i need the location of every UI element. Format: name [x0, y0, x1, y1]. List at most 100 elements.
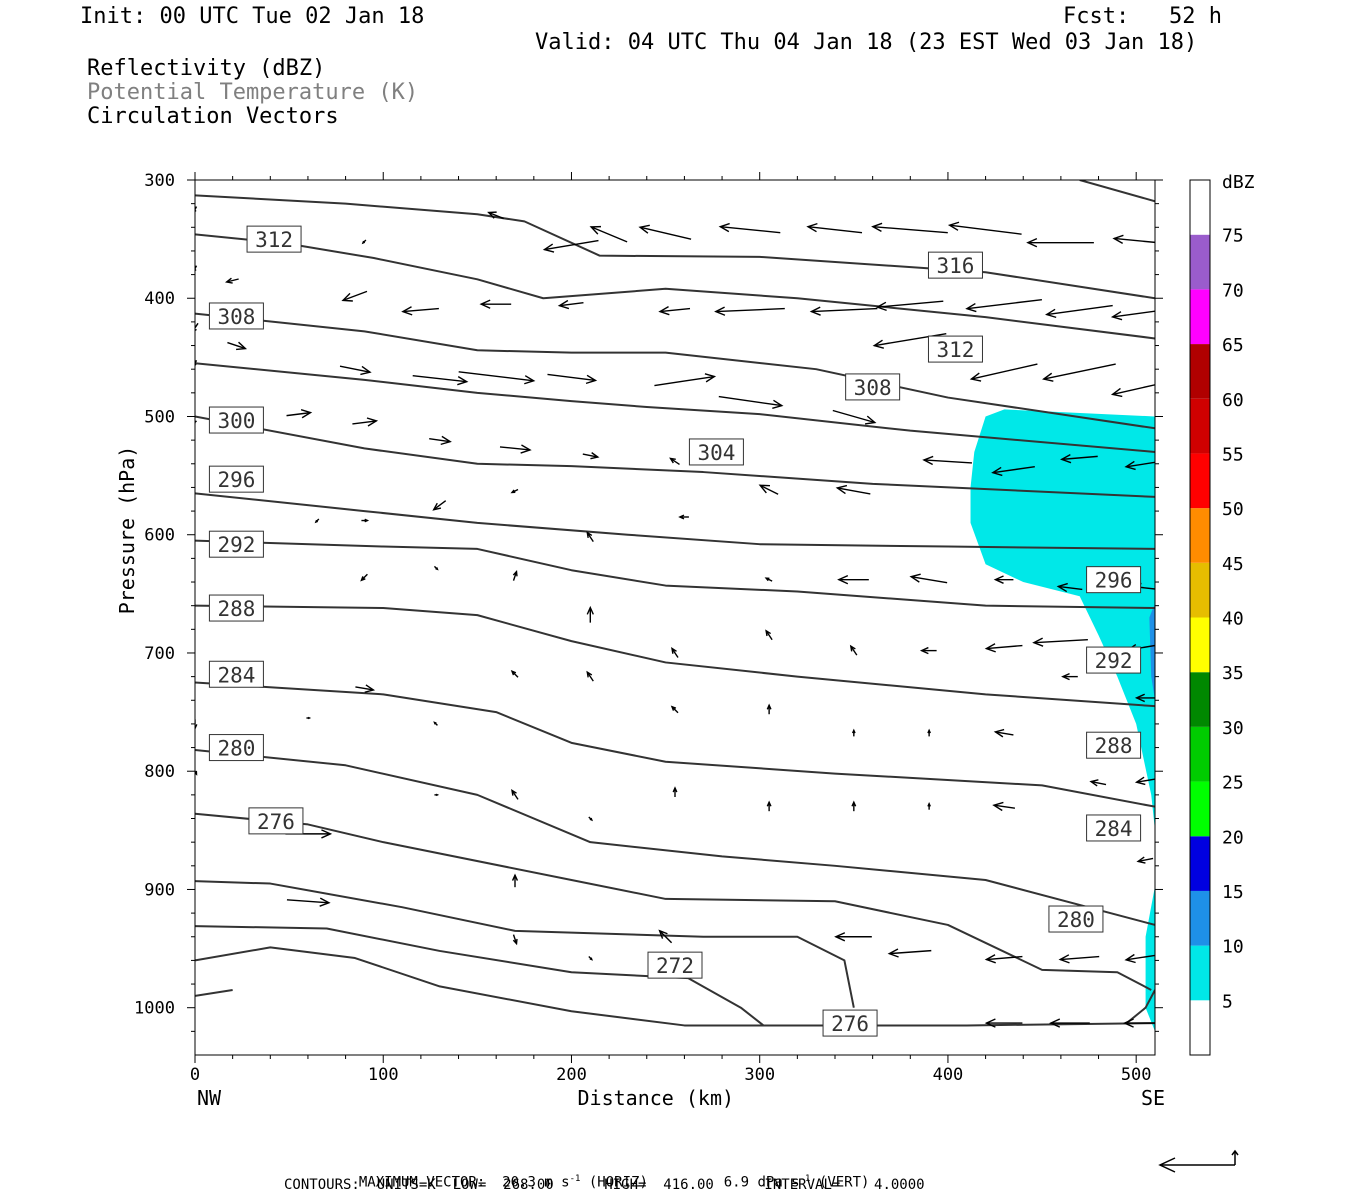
vector-shaft — [458, 371, 534, 382]
circulation-vector — [588, 956, 594, 961]
vector-head — [1134, 776, 1146, 786]
vector-shaft — [639, 226, 692, 240]
colorbar-segment — [1190, 1000, 1210, 1055]
init-time: Init: 00 UTC Tue 02 Jan 18 — [80, 4, 425, 29]
circulation-vector — [672, 786, 678, 797]
theta-contour-276-13 — [195, 946, 1155, 1027]
vector-shaft — [654, 375, 715, 387]
contours-line: CONTOURS: UNITS=K LOW= 268.00 HIGH= 416.… — [284, 1177, 925, 1193]
vector-shaft — [586, 671, 594, 682]
vector-head — [364, 684, 376, 693]
circulation-vector — [766, 800, 772, 812]
vector-head — [984, 1018, 996, 1028]
circulation-vector — [433, 565, 439, 571]
contour-label-box-284 — [1086, 814, 1142, 842]
y-tick-label: 800 — [144, 762, 175, 782]
vector-head — [851, 800, 857, 807]
contour-label-box-296 — [208, 465, 264, 493]
vector-shaft — [911, 575, 948, 584]
circulation-vector — [758, 484, 779, 495]
circulation-vector — [849, 644, 858, 656]
contour-label-296: 296 — [1095, 569, 1133, 593]
circulation-vector — [1089, 779, 1107, 787]
circulation-vector — [589, 225, 628, 243]
vector-head — [520, 444, 532, 454]
circulation-vector — [401, 306, 439, 316]
vector-head — [993, 575, 1004, 584]
vector-shaft — [765, 630, 773, 641]
y-tick-label: 900 — [144, 880, 175, 900]
colorbar-segment — [1190, 781, 1210, 837]
vector-head — [435, 793, 440, 797]
colorbar-label: 60 — [1222, 390, 1244, 411]
vector-shaft — [1058, 585, 1083, 591]
vector-shaft — [949, 224, 1022, 235]
circulation-vector — [671, 647, 679, 658]
vector-head — [993, 728, 1005, 738]
vector-head — [1136, 856, 1146, 864]
y-tick-label: 500 — [144, 407, 175, 427]
vector-head — [704, 373, 717, 383]
vector-head — [887, 948, 899, 958]
circulation-vector — [1124, 953, 1155, 964]
contour-label-296: 296 — [217, 468, 255, 492]
vector-shaft — [195, 322, 199, 330]
circulation-vectors-layer — [195, 206, 1155, 1028]
theta-contour-284-7 — [195, 604, 1155, 708]
vector-head — [589, 225, 602, 235]
circulation-vector — [919, 646, 937, 655]
circulation-vector — [355, 684, 376, 693]
horiz-value: 20.3 m s — [502, 1174, 570, 1191]
vector-head — [765, 629, 772, 637]
contour-label-box-288 — [1086, 731, 1142, 759]
vector-shaft — [1136, 778, 1155, 783]
circulation-vector — [1058, 954, 1100, 964]
vector-head — [991, 466, 1003, 477]
vector-head — [195, 724, 198, 731]
vector-shaft — [995, 731, 1014, 736]
max-vector-line: MAXIMUM VECTOR: 20.3 m s-1 (HORIZ) 6.9 d… — [342, 1158, 870, 1191]
circulation-vector — [670, 705, 679, 714]
vector-head — [1032, 637, 1044, 647]
circulation-vector — [195, 769, 198, 776]
vector-shaft — [429, 437, 451, 443]
vector-head — [586, 605, 594, 615]
vector-shaft — [877, 300, 944, 308]
vector-head — [1124, 953, 1136, 964]
circulation-vector — [557, 299, 584, 310]
vector-shaft — [488, 211, 504, 220]
circulation-vector — [510, 670, 519, 678]
x-tick-label: 0 — [190, 1065, 200, 1085]
circulation-vector — [1049, 1018, 1090, 1028]
vector-head — [851, 728, 856, 734]
circulation-vector — [1042, 363, 1116, 382]
horiz-unit: (HORIZ) — [588, 1174, 648, 1191]
contour-label-312: 312 — [937, 338, 975, 362]
vector-head — [672, 786, 678, 793]
axes-layer: 0 100 200 300 400 500 300 400 500 600 700 800 900 100… — [115, 171, 1165, 1110]
vector-head — [585, 374, 598, 385]
circulation-vector — [654, 373, 717, 387]
vector-shaft — [715, 307, 785, 313]
y-tick-label: 400 — [144, 289, 175, 309]
field-circulation-vectors: Circulation Vectors — [87, 104, 339, 129]
reflectivity-region-10-dbz — [1149, 603, 1155, 701]
circulation-vector — [993, 575, 1014, 584]
vector-shaft — [659, 930, 673, 944]
circulation-vector — [851, 800, 857, 812]
vector-head — [360, 365, 372, 376]
vector-shaft — [286, 899, 329, 904]
vector-head — [658, 306, 670, 316]
colorbar-segment — [1190, 508, 1210, 563]
vector-head — [314, 519, 319, 524]
circulation-vector — [764, 577, 773, 582]
vector-shaft — [1046, 304, 1113, 316]
vector-head — [806, 222, 818, 233]
theta-contour-312-1 — [195, 233, 1155, 340]
colorbar-segment — [1190, 836, 1210, 891]
circulation-vector — [511, 873, 519, 888]
contour-label-276: 276 — [831, 1012, 869, 1036]
contour-label-box-316 — [927, 251, 983, 279]
colorbar-segment — [1190, 289, 1210, 345]
colorbar-segment — [1190, 726, 1210, 782]
